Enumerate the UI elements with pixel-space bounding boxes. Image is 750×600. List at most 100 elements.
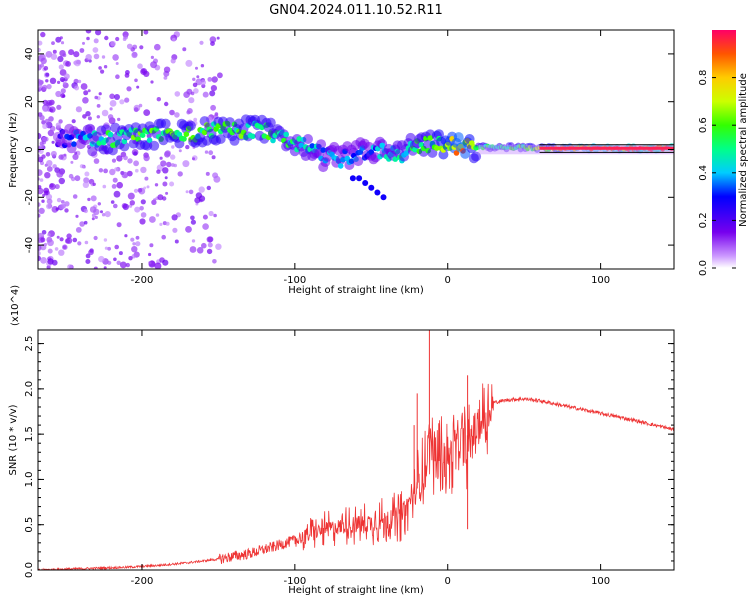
noise-mark — [93, 266, 98, 269]
noise-mark — [206, 185, 211, 191]
noise-mark — [38, 40, 43, 46]
noise-mark — [71, 119, 76, 124]
noise-mark — [89, 206, 97, 213]
y-tick-label: 2.5 — [24, 336, 35, 352]
noise-mark — [126, 170, 133, 177]
noise-mark — [55, 90, 62, 98]
noise-mark — [126, 43, 133, 50]
noise-mark — [38, 156, 44, 163]
x-tick-label: -100 — [283, 275, 306, 286]
noise-mark — [91, 213, 96, 218]
snr-y-label: SNR (10 * v/v) — [8, 404, 19, 475]
spectrogram-marks — [38, 30, 674, 269]
x-tick-label: -200 — [131, 576, 154, 587]
ridge-halo — [405, 132, 416, 143]
y-tick-label: 20 — [24, 95, 35, 108]
noise-mark — [206, 236, 213, 243]
ridge-mark — [181, 136, 187, 142]
noise-mark — [67, 264, 73, 269]
noise-mark — [83, 90, 89, 96]
noise-mark — [109, 168, 116, 176]
side-lobe-mark — [380, 194, 387, 201]
ridge-mark — [469, 140, 475, 146]
noise-mark — [58, 154, 64, 160]
noise-mark — [74, 85, 80, 91]
noise-mark — [154, 262, 162, 269]
noise-mark — [169, 109, 175, 116]
noise-mark — [44, 118, 50, 124]
noise-mark — [130, 237, 135, 242]
noise-mark — [38, 207, 45, 214]
noise-mark — [133, 151, 138, 156]
noise-mark — [83, 177, 90, 184]
noise-mark — [96, 104, 101, 108]
noise-mark — [62, 53, 67, 58]
noise-mark — [39, 115, 45, 121]
x-tick-label: 100 — [591, 576, 610, 587]
noise-mark — [40, 257, 47, 264]
noise-mark — [153, 198, 157, 202]
noise-mark — [170, 154, 176, 160]
colorbar-ticks: 0.0 0.2 0.4 0.6 0.8 — [698, 70, 736, 276]
ridge-halo — [438, 149, 449, 160]
noise-mark — [56, 197, 62, 203]
noise-mark — [122, 203, 129, 210]
ridge-mark — [298, 142, 305, 149]
y-tick-label: 1.5 — [24, 426, 35, 442]
noise-mark — [93, 235, 98, 241]
ridge-mark — [340, 156, 346, 163]
noise-mark — [146, 185, 150, 189]
snr-series-line — [38, 383, 674, 570]
noise-mark — [187, 108, 193, 114]
noise-mark — [154, 183, 159, 187]
noise-mark — [160, 160, 167, 167]
noise-mark — [51, 140, 55, 144]
noise-mark — [72, 194, 78, 199]
ridge-halo — [353, 156, 364, 167]
spectrogram-y-label: Frequency (Hz) — [8, 112, 19, 188]
noise-mark — [48, 116, 54, 122]
y-tick-label: -40 — [24, 237, 35, 253]
noise-mark — [209, 36, 217, 43]
noise-mark — [132, 51, 138, 57]
noise-mark — [72, 237, 78, 243]
x-tick-label: 0 — [445, 275, 451, 286]
noise-mark — [133, 160, 140, 167]
noise-mark — [114, 94, 120, 100]
noise-mark — [199, 40, 204, 45]
noise-mark — [139, 45, 144, 50]
noise-mark — [44, 172, 51, 179]
spectrogram-y-ticks: 40 20 0 -20 -40 — [24, 48, 674, 253]
colorbar-tick-label: 0.8 — [698, 70, 709, 86]
ridge-mark — [427, 135, 434, 141]
noise-mark — [83, 208, 89, 214]
noise-mark — [136, 85, 140, 89]
noise-mark — [182, 160, 190, 168]
noise-mark — [166, 161, 172, 168]
noise-mark — [127, 192, 135, 200]
noise-mark — [112, 177, 118, 183]
noise-mark — [54, 184, 60, 190]
noise-mark — [110, 40, 116, 47]
noise-mark — [146, 133, 152, 139]
noise-mark — [204, 150, 209, 154]
noise-mark — [42, 123, 48, 129]
noise-mark — [107, 260, 112, 265]
noise-mark — [174, 91, 181, 97]
noise-mark — [93, 53, 100, 60]
noise-mark — [124, 73, 130, 78]
noise-mark — [164, 176, 168, 180]
noise-mark — [63, 73, 70, 80]
noise-mark — [47, 239, 54, 247]
noise-mark — [96, 115, 101, 119]
noise-mark — [42, 193, 46, 197]
noise-mark — [127, 158, 133, 164]
noise-mark — [196, 75, 200, 79]
noise-mark — [212, 259, 217, 264]
noise-mark — [85, 111, 91, 117]
noise-mark — [45, 100, 53, 107]
noise-mark — [90, 195, 97, 202]
noise-mark — [131, 246, 138, 253]
noise-mark — [54, 247, 59, 251]
